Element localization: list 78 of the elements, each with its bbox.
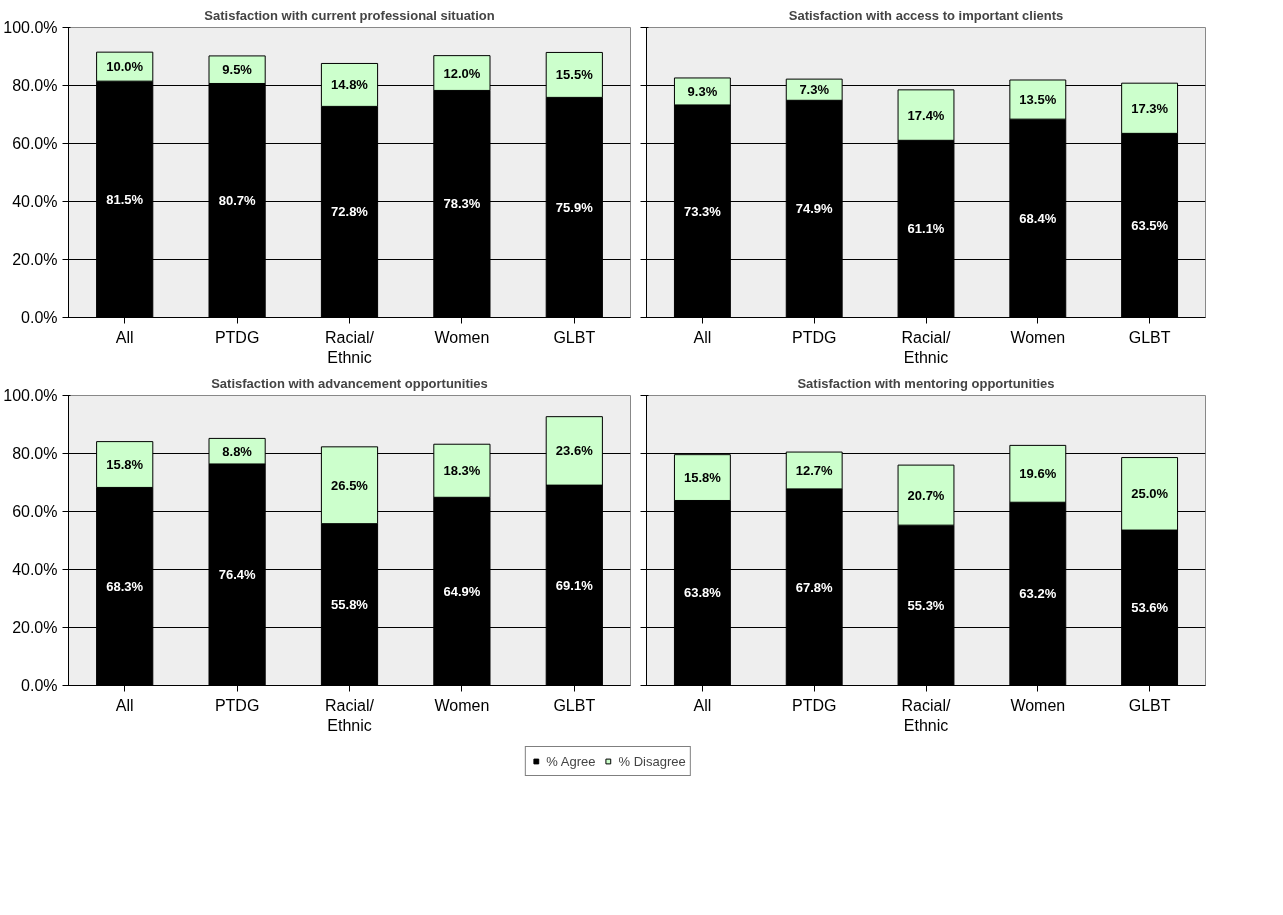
x-tick-label: Racial/ Ethnic [901,696,952,734]
x-tick-label: All [115,696,134,714]
data-label: 9.5% [222,62,253,78]
legend-label: % Agree [546,753,596,769]
data-label: 76.4% [218,567,256,583]
data-label: 12.0% [443,65,481,81]
data-label: 63.8% [683,585,722,601]
y-tick-label: 60.0% [12,503,58,520]
data-label: 63.2% [1019,586,1057,602]
data-label: 53.6% [1131,600,1169,616]
data-label: 9.3% [687,83,718,99]
data-label: 13.5% [1019,92,1057,108]
data-label: 78.3% [443,196,481,212]
x-tick-label: All [693,328,712,346]
x-tick-label: Women [1010,696,1066,714]
data-label: 20.7% [907,487,945,503]
data-label: 68.4% [1019,210,1057,226]
chart-title: Satisfaction with current professional situation [204,7,495,23]
y-tick-label: 40.0% [12,561,58,578]
legend-label: % Disagree [618,753,686,769]
data-label: 67.8% [795,579,834,595]
x-tick-label: GLBT [1128,696,1171,714]
data-label: 18.3% [443,463,481,479]
x-tick-label: PTDG [791,696,837,714]
x-tick-label: Racial/ Ethnic [325,696,375,734]
data-label: 15.8% [683,470,722,486]
data-label: 25.0% [1131,486,1169,502]
y-tick-label: 80.0% [12,77,58,94]
data-label: 72.8% [331,204,369,220]
x-tick-label: Women [434,328,490,346]
x-tick-label: GLBT [553,328,596,346]
data-label: 68.3% [106,578,144,594]
data-label: 17.4% [907,107,945,123]
y-tick-label: 80.0% [12,445,58,462]
data-label: 63.5% [1131,217,1169,233]
data-label: 69.1% [555,577,594,593]
data-label: 8.8% [222,443,253,459]
x-tick-label: All [115,328,134,346]
data-label: 14.8% [331,77,369,93]
chart-title: Satisfaction with access to important clients [788,7,1064,23]
data-label: 10.0% [106,59,144,75]
x-tick-label: Racial/ Ethnic [325,328,375,366]
x-tick-label: Women [1010,328,1066,346]
y-tick-label: 0.0% [21,309,58,326]
data-label: 75.9% [555,199,594,215]
x-tick-label: PTDG [214,328,260,346]
data-label: 80.7% [218,192,256,208]
x-tick-label: All [693,696,712,714]
x-tick-label: GLBT [553,696,596,714]
data-label: 17.3% [1131,100,1169,116]
x-tick-label: PTDG [214,696,260,714]
data-label: 55.8% [331,597,369,613]
data-label: 73.3% [683,203,722,219]
data-label: 55.3% [907,597,945,613]
chart-title: Satisfaction with advancement opportunities [211,375,488,391]
y-tick-label: 0.0% [21,677,58,694]
data-label: 23.6% [555,443,594,459]
data-label: 74.9% [795,201,834,217]
data-label: 64.9% [443,583,481,599]
y-tick-label: 60.0% [12,135,58,152]
x-tick-label: Women [434,696,490,714]
y-tick-label: 100.0% [3,19,58,36]
y-tick-label: 20.0% [12,619,58,636]
data-label: 81.5% [106,191,144,207]
data-label: 7.3% [799,82,830,98]
data-label: 12.7% [795,462,834,478]
data-label: 61.1% [907,221,945,237]
y-tick-label: 100.0% [3,387,58,404]
data-label: 19.6% [1019,466,1057,482]
data-label: 15.5% [555,67,594,83]
x-tick-label: Racial/ Ethnic [901,328,952,366]
x-tick-label: PTDG [791,328,837,346]
y-tick-label: 40.0% [12,193,58,210]
x-tick-label: GLBT [1128,328,1171,346]
data-label: 26.5% [331,477,369,493]
data-label: 15.8% [106,457,144,473]
y-tick-label: 20.0% [12,251,58,268]
chart-title: Satisfaction with mentoring opportunities [797,375,1055,391]
